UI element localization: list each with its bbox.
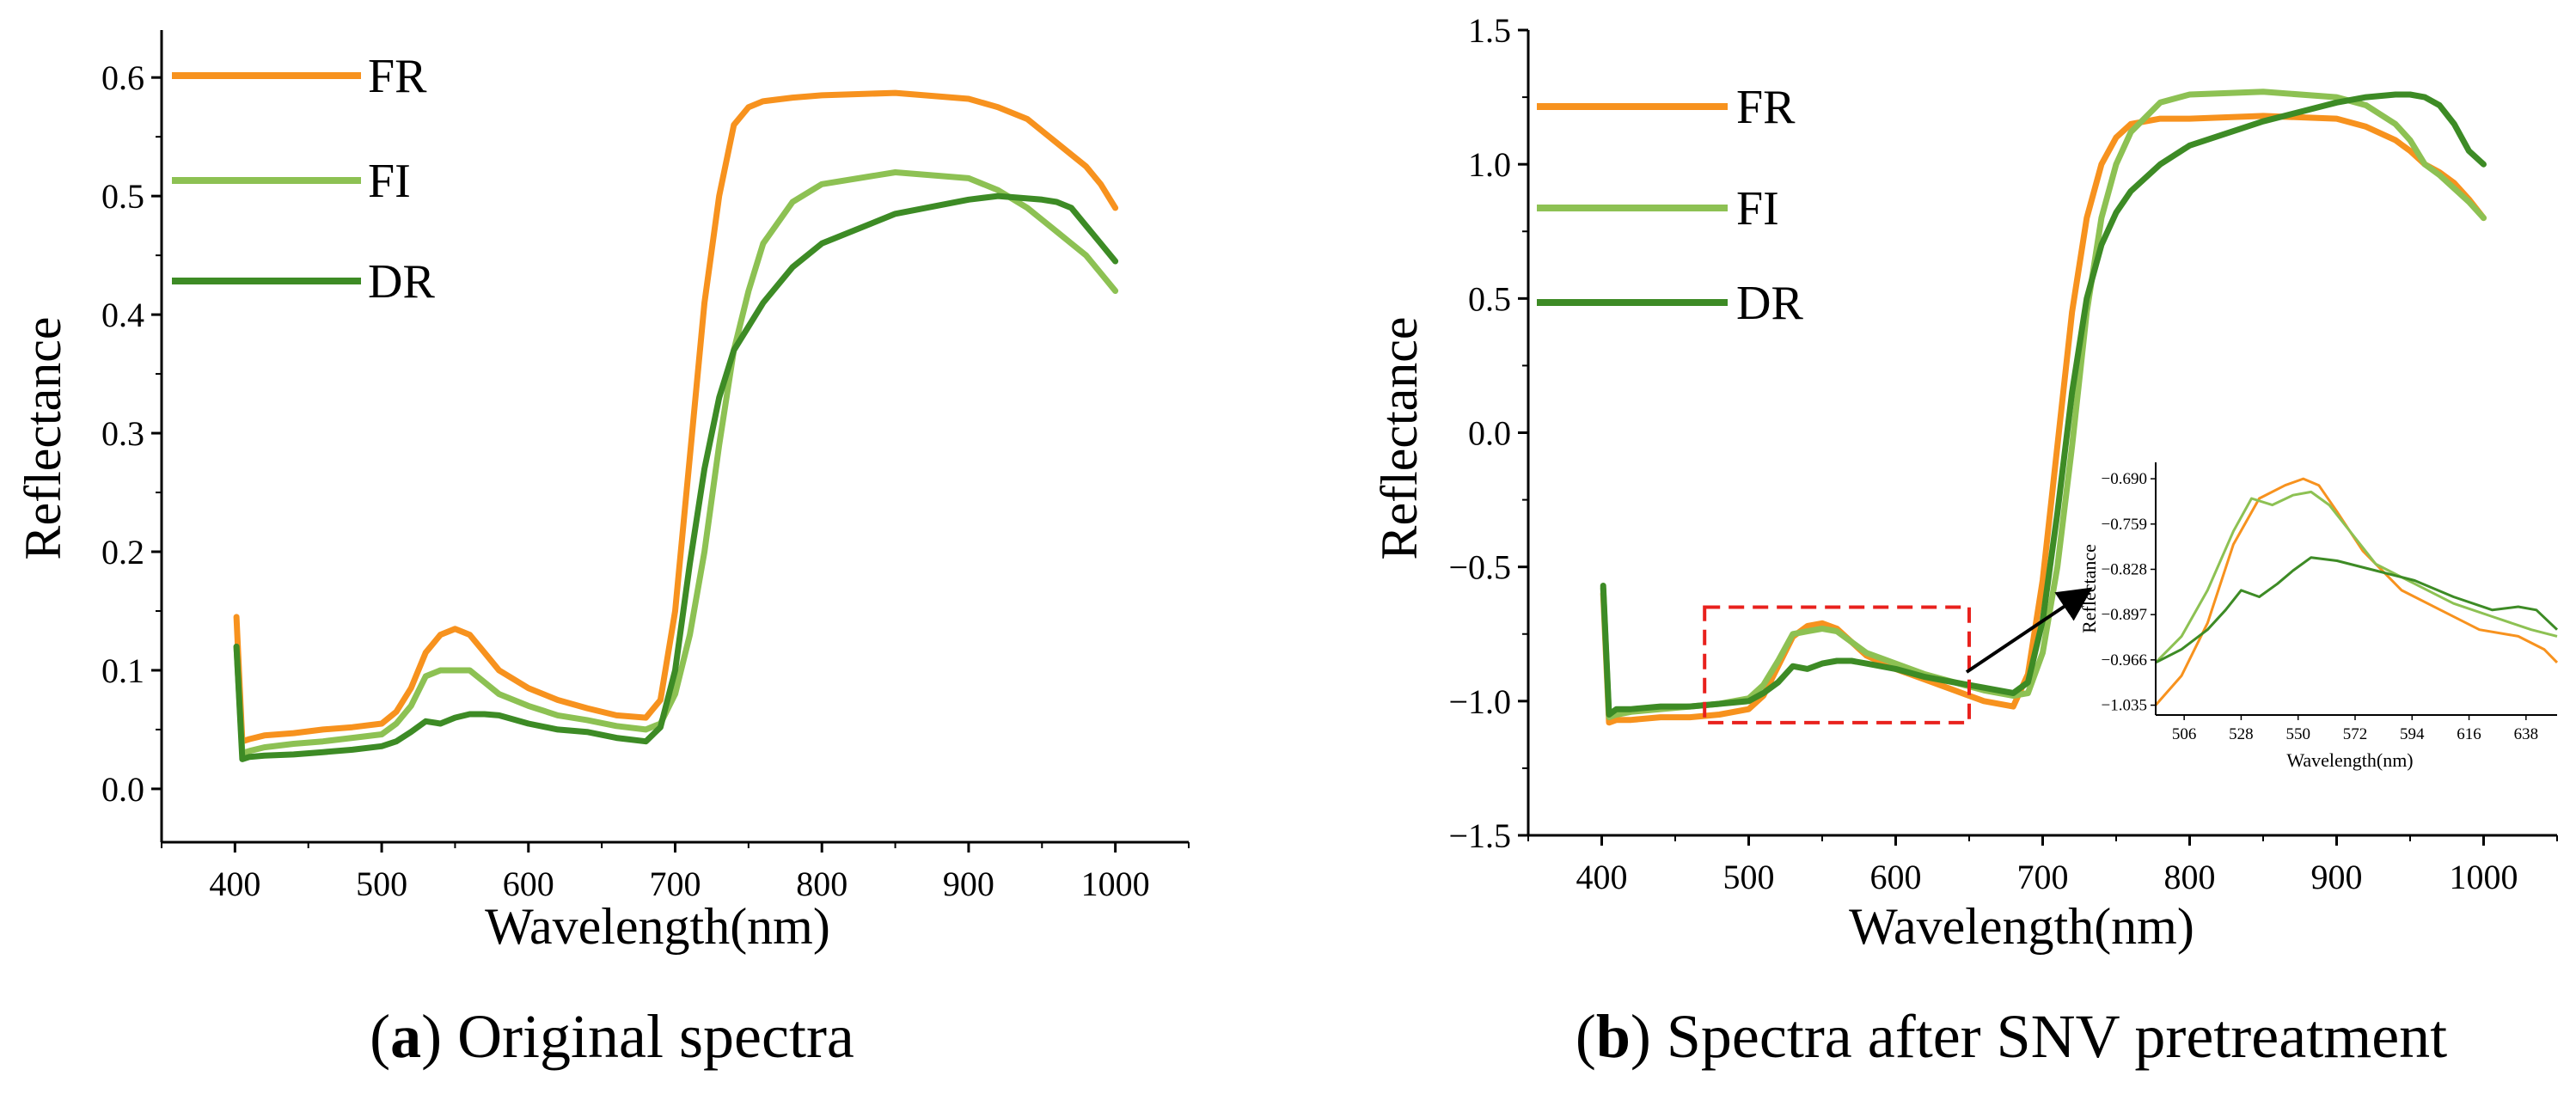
x-tick-label: 900 (943, 865, 994, 903)
panel-b-caption-letter: b (1596, 1002, 1631, 1071)
panel-b-x-axis-title: Wavelength(nm) (1849, 898, 2194, 955)
x-tick-label: 1000 (1081, 865, 1150, 903)
y-tick-label: 0.4 (101, 296, 144, 334)
panel-a-caption: (a) Original spectra (370, 1002, 854, 1071)
legend-label-fr: FR (368, 50, 427, 103)
inset-x-tick-label: 572 (2343, 725, 2368, 743)
inset-y-tick-label: −1.035 (2102, 697, 2147, 715)
panel-a-legend: FR FI DR (172, 50, 435, 309)
inset-x-ticks: 506 528 550 572 594 616 638 (2172, 715, 2538, 743)
y-tick-label: 0.1 (101, 651, 144, 690)
y-tick-label: 1.5 (1468, 11, 1511, 50)
x-tick-label: 800 (2164, 858, 2216, 896)
panel-b-series (1600, 89, 2487, 726)
legend-label-dr: DR (368, 255, 435, 309)
y-tick-label: −1.0 (1448, 682, 1511, 721)
panel-b-x-ticks: 400 500 600 700 800 900 1000 (1527, 835, 2558, 896)
x-tick-label: 700 (650, 865, 701, 903)
inset-series-line-dr (2155, 556, 2559, 664)
legend-label-dr: DR (1736, 277, 1803, 330)
y-tick-label: 0.6 (101, 58, 144, 97)
y-tick-label: 0.2 (101, 533, 144, 571)
panel-a-x-ticks: 400 500 600 700 800 900 1000 (161, 842, 1190, 903)
inset-x-tick-label: 506 (2172, 725, 2197, 743)
legend-label-fi: FI (368, 155, 411, 208)
series-line-fr (233, 89, 1119, 745)
inset-y-ticks: −0.690 −0.759 −0.828 −0.897 −0.966 −1.035 (2102, 470, 2156, 715)
panel-a-x-axis-title: Wavelength(nm) (485, 898, 830, 955)
panel-a-series (233, 89, 1119, 762)
y-tick-label: 0.0 (101, 770, 144, 809)
y-tick-label: 1.0 (1468, 145, 1511, 184)
panel-b-caption: (b) Spectra after SNV pretreatment (1576, 1002, 2447, 1071)
inset-plot: −0.690 −0.759 −0.828 −0.897 −0.966 −1.035 506… (2078, 462, 2559, 771)
panel-b-legend: FR FI DR (1537, 81, 1803, 330)
inset-y-tick-label: −0.897 (2102, 606, 2147, 624)
inset-series-line-fi (2154, 490, 2558, 663)
y-tick-label: −0.5 (1448, 548, 1511, 587)
inset-x-tick-label: 616 (2457, 725, 2481, 743)
x-tick-label: 900 (2311, 858, 2363, 896)
inset-y-tick-label: −0.690 (2102, 470, 2147, 488)
inset-y-tick-label: −0.759 (2102, 516, 2147, 534)
x-tick-label: 600 (1870, 858, 1922, 896)
x-tick-label: 600 (503, 865, 554, 903)
inset-y-tick-label: −0.966 (2102, 651, 2147, 669)
inset-x-axis-title: Wavelength(nm) (2286, 749, 2413, 771)
x-tick-label: 500 (1723, 858, 1775, 896)
zoom-arrow (1965, 587, 2093, 674)
panel-b-y-ticks: −1.5 −1.0 −0.5 0.0 0.5 1.0 1.5 (1448, 11, 1528, 855)
x-tick-label: 700 (2017, 858, 2069, 896)
inset-y-tick-label: −0.828 (2102, 560, 2147, 578)
x-tick-label: 400 (1576, 858, 1628, 896)
inset-x-tick-label: 528 (2229, 725, 2254, 743)
panel-a-original-spectra: 0.0 0.1 0.2 0.3 0.4 0.5 0.6 400 500 600 700 800 900… (15, 30, 1190, 1071)
inset-series (2154, 477, 2559, 706)
inset-frame (2156, 462, 2557, 715)
x-tick-label: 800 (796, 865, 847, 903)
y-tick-label: 0.0 (1468, 414, 1511, 453)
panel-a-caption-letter: a (390, 1002, 421, 1071)
panel-a-caption-text: Original spectra (442, 1002, 854, 1071)
y-tick-label: 0.5 (101, 177, 144, 216)
panel-b-y-axis-title: Reflectance (1371, 316, 1428, 559)
legend-label-fr: FR (1736, 81, 1796, 134)
series-line-fr (1600, 113, 2487, 726)
y-tick-label: 0.5 (1468, 279, 1511, 318)
legend-label-fi: FI (1736, 182, 1779, 235)
series-line-dr (1600, 91, 2487, 718)
zoom-highlight-box (1703, 605, 1971, 724)
y-tick-label: −1.5 (1448, 816, 1511, 855)
y-tick-label: 0.3 (101, 414, 144, 453)
panel-b-snv-spectra: −1.5 −1.0 −0.5 0.0 0.5 1.0 1.5 400 500 600 700 800… (1371, 11, 2559, 1071)
x-tick-label: 1000 (2450, 858, 2518, 896)
inset-x-tick-label: 550 (2285, 725, 2310, 743)
panel-b-caption-text: Spectra after SNV pretreatment (1651, 1002, 2447, 1071)
inset-x-tick-label: 594 (2400, 725, 2425, 743)
x-tick-label: 400 (209, 865, 260, 903)
panel-a-y-axis-title: Reflectance (15, 316, 71, 559)
inset-y-axis-title: Reflectance (2078, 544, 2100, 633)
inset-series-line-fr (2154, 477, 2559, 706)
x-tick-label: 500 (356, 865, 407, 903)
series-line-dr (233, 193, 1119, 762)
inset-x-tick-label: 638 (2514, 725, 2539, 743)
